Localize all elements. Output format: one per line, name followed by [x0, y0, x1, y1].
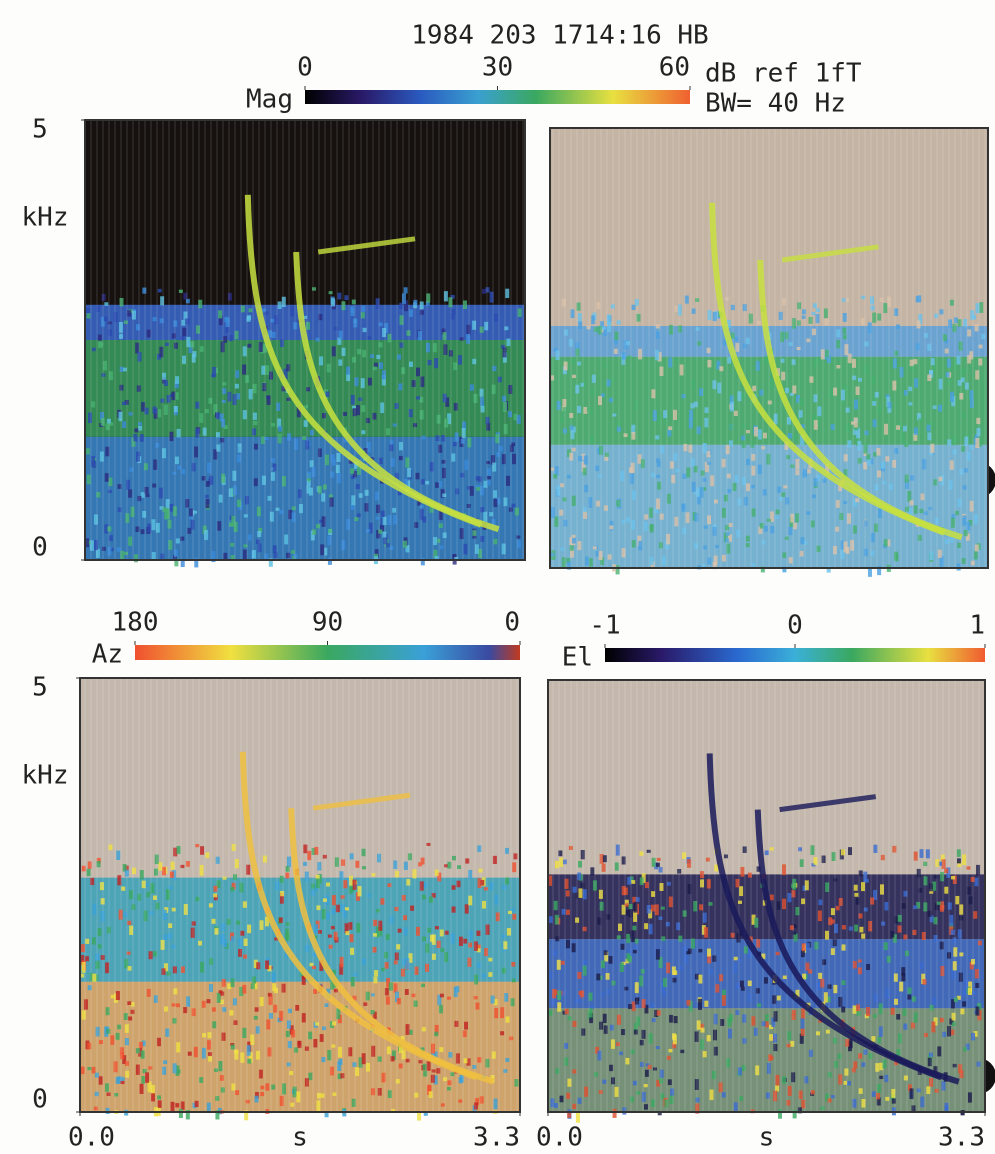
y-tick-label: 0 [32, 533, 48, 563]
colorbar-tick-label: 60 [659, 53, 690, 83]
x-tick-label: 3.3 [938, 1123, 985, 1153]
colorbar-tick-label: 1 [969, 611, 985, 641]
x-tick-label: 3.3 [473, 1123, 520, 1153]
y-tick-label: 0 [32, 1085, 48, 1115]
bandwidth-note: BW= 40 Hz [705, 89, 846, 119]
colorbar-tick-label: -1 [589, 611, 620, 641]
colorbar-label: Az [92, 640, 123, 670]
x-axis-label: s [759, 1123, 775, 1153]
colorbar-unit: dB ref 1fT [705, 59, 862, 89]
colorbar [605, 648, 985, 662]
y-axis-label: kHz [22, 761, 69, 791]
colorbar-tick-label: 90 [312, 608, 343, 638]
figure-title: 1984 203 1714:16 HB [411, 21, 708, 51]
x-tick-label: 0.0 [68, 1123, 115, 1153]
spectrogram-speckle [417, 1112, 421, 1121]
colorbar-label: El [562, 643, 593, 673]
colorbar-label: Mag [246, 85, 293, 115]
colorbar-tick-label: 30 [482, 53, 513, 83]
colorbar-tick-label: 0 [297, 53, 313, 83]
x-axis-label: s [292, 1123, 308, 1153]
colorbar-tick-label: 180 [112, 608, 159, 638]
figure: 1984 203 1714:16 HBBW= 40 HzMag03060dB r… [0, 0, 995, 1154]
spectrogram-speckle [576, 1112, 580, 1123]
colorbar [135, 645, 520, 660]
colorbar [305, 90, 690, 104]
x-tick-label: 0.0 [536, 1123, 583, 1153]
y-tick-label: 5 [32, 115, 48, 145]
y-tick-label: 5 [32, 673, 48, 703]
colorbar-tick-label: 0 [504, 608, 520, 638]
colorbar-tick-label: 0 [787, 611, 803, 641]
y-axis-label: kHz [22, 203, 69, 233]
